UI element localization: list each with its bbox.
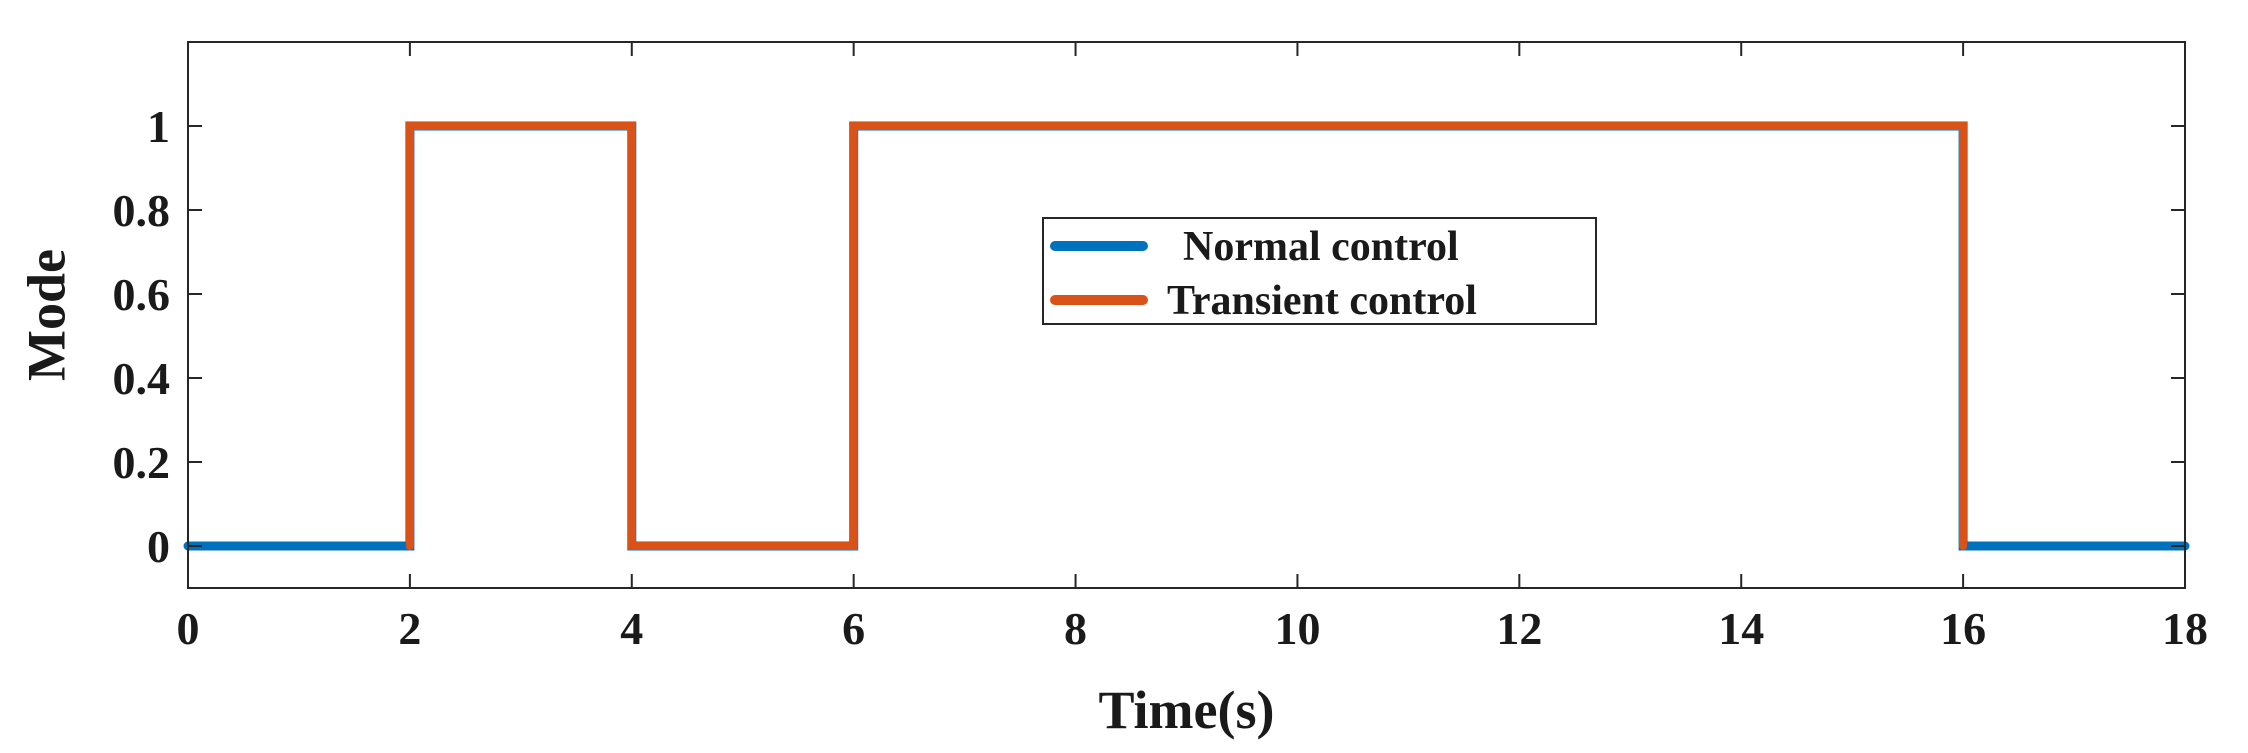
plot-frame <box>187 41 2186 589</box>
x-tick-label: 18 <box>2162 603 2208 654</box>
series-layer <box>183 121 2190 551</box>
legend-box <box>1042 217 1597 325</box>
x-tick-label: 16 <box>1940 603 1986 654</box>
y-tick-label: 0.4 <box>113 353 171 404</box>
x-tick-label: 6 <box>842 603 865 654</box>
series-line-transient-control <box>405 122 1968 550</box>
y-tick-label: 0 <box>147 521 170 572</box>
y-tick-label: 1 <box>147 101 170 152</box>
ticks-layer: 0 2 4 6 8 10 12 14 16 18 0 0.2 0.4 0.6 0.8 1 <box>113 42 2208 654</box>
y-tick-label: 0.8 <box>113 185 171 236</box>
y-tick-label: 0.2 <box>113 437 171 488</box>
y-axis-label: Mode <box>16 249 76 381</box>
legend-label-normal-control: Normal control <box>1183 224 1459 270</box>
legend: Normal control Transient control <box>1042 217 1597 325</box>
y-tick-label: 0.6 <box>113 269 171 320</box>
series-line-normal-control <box>183 121 2190 551</box>
x-tick-label: 2 <box>398 603 421 654</box>
x-tick-label: 0 <box>177 603 200 654</box>
x-tick-label: 4 <box>620 603 643 654</box>
x-tick-label: 14 <box>1718 603 1764 654</box>
x-tick-label: 8 <box>1064 603 1087 654</box>
x-tick-label: 10 <box>1274 603 1320 654</box>
legend-label-transient-control: Transient control <box>1167 278 1477 324</box>
x-axis-label: Time(s) <box>1099 680 1275 740</box>
x-tick-label: 12 <box>1496 603 1542 654</box>
